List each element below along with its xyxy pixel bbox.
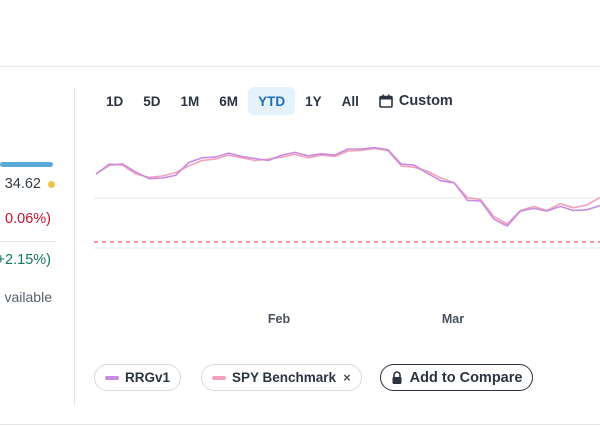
chart-series [95, 146, 600, 227]
legend-chips: RRGv1 SPY Benchmark × Add to Compare [94, 364, 534, 391]
range-tabs: 1D 5D 1M 6M YTD 1Y All Custom [96, 87, 453, 115]
tab-5d[interactable]: 5D [143, 93, 161, 109]
add-to-compare-label: Add to Compare [409, 369, 523, 386]
custom-range-button[interactable]: Custom [369, 87, 453, 115]
tab-all[interactable]: All [341, 93, 359, 109]
spy-swatch [212, 375, 227, 380]
legend-chip-label: RRGv1 [125, 370, 171, 385]
x-tick-label: Mar [442, 312, 464, 326]
chart-grid [94, 197, 600, 249]
add-to-compare-button[interactable]: Add to Compare [379, 364, 534, 391]
top-divider [0, 66, 600, 67]
price-value: 34.62 [4, 176, 41, 192]
series-line-rrgv1 [95, 146, 600, 227]
series-line-spy-benchmark [95, 147, 600, 225]
stats-separator [0, 241, 57, 242]
lock-icon [392, 370, 402, 384]
calendar-icon [379, 94, 393, 108]
status-dot-icon [48, 181, 55, 188]
custom-range-label: Custom [398, 93, 453, 109]
tab-1m[interactable]: 1M [180, 93, 200, 109]
tab-1d[interactable]: 1D [106, 93, 124, 109]
availability-note: vailable [4, 289, 52, 305]
legend-chip-rrgv1[interactable]: RRGv1 [94, 364, 182, 391]
column-divider [74, 88, 75, 406]
performance-chart: Feb Mar [94, 146, 600, 326]
tab-6m[interactable]: 6M [219, 93, 239, 109]
range-bar [0, 162, 53, 167]
remove-benchmark-icon[interactable]: × [343, 370, 351, 385]
rrgv1-swatch [105, 375, 119, 380]
legend-chip-label: SPY Benchmark [232, 370, 337, 385]
legend-chip-spy[interactable]: SPY Benchmark × [201, 364, 362, 391]
stats-panel: 34.62 0.06%) +2.15%) vailable [0, 0, 74, 426]
tab-1y[interactable]: 1Y [305, 93, 322, 109]
x-tick-label: Feb [268, 312, 291, 326]
day-change-value: 0.06%) [5, 211, 51, 227]
ytd-change-value: +2.15%) [0, 252, 51, 268]
bottom-divider [0, 424, 600, 425]
tab-ytd[interactable]: YTD [248, 87, 296, 115]
x-axis: Feb Mar [268, 312, 464, 326]
